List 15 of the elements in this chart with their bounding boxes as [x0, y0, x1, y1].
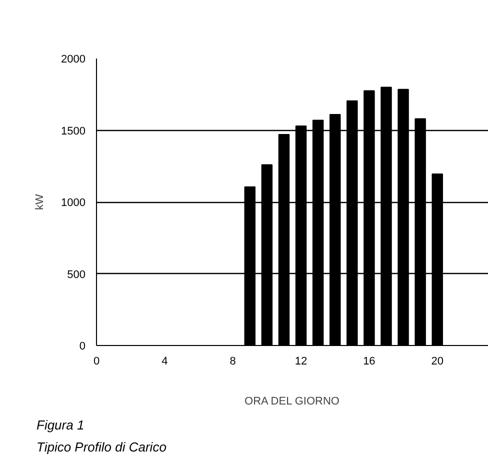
text: Tipico Profilo di Carico: [36, 440, 166, 454]
y-axis-title: kW: [34, 193, 46, 210]
x-tick-label: 0: [93, 356, 100, 368]
text: Figura 1: [36, 418, 84, 432]
x-tick-label: 8: [230, 356, 236, 368]
y-tick-label: 1500: [61, 125, 86, 138]
x-tick-label: 20: [431, 356, 444, 368]
x-tick-label: 12: [294, 356, 308, 368]
y-tick-label: 2000: [61, 54, 86, 66]
y-tick-label: 0: [79, 340, 86, 352]
x-tick-label: 16: [363, 356, 376, 368]
y-tick-label: 500: [67, 268, 86, 281]
x-tick-label: 4: [162, 356, 168, 368]
x-axis-title: ORA DEL GIORNO: [244, 396, 340, 408]
y-tick-label: 1000: [61, 197, 86, 209]
